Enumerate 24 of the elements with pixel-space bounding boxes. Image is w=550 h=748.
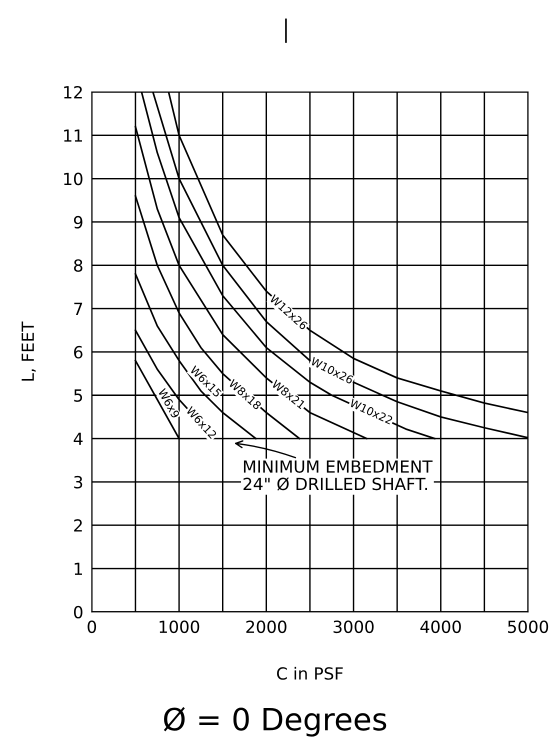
y-tick-label: 0	[74, 606, 82, 618]
y-tick-label: 7	[74, 302, 82, 315]
x-tick-label: 3000	[334, 620, 374, 634]
y-tick-label: 4	[74, 432, 83, 445]
y-axis-title: L, FEET	[22, 322, 36, 381]
x-tick-label: 1000	[160, 620, 200, 634]
y-tick-label: 11	[64, 130, 82, 142]
x-tick-label: 4000	[420, 620, 461, 634]
x-tick-label: 2000	[246, 620, 286, 634]
chart-title: I	[285, 18, 287, 43]
y-tick-label: 3	[74, 476, 82, 488]
y-tick-label: 2	[74, 519, 82, 532]
y-tick-label: 12	[64, 86, 82, 98]
y-tick-label: 6	[74, 346, 82, 359]
x-tick-label: 0	[88, 620, 96, 634]
text: Ø = 0 Degrees	[164, 707, 386, 737]
x-tick-label: 5000	[508, 620, 548, 634]
y-tick-label: 5	[74, 389, 82, 402]
annotation: MINIMUM EMBEDMENT 24" Ø DRILLED SHAFT.	[244, 460, 433, 491]
y-tick-label: 1	[74, 562, 82, 575]
y-tick-label: 9	[74, 216, 82, 229]
y-tick-label: 10	[64, 172, 82, 186]
x-axis-title: C in PSF	[277, 666, 343, 680]
y-tick-label: 8	[74, 259, 82, 272]
